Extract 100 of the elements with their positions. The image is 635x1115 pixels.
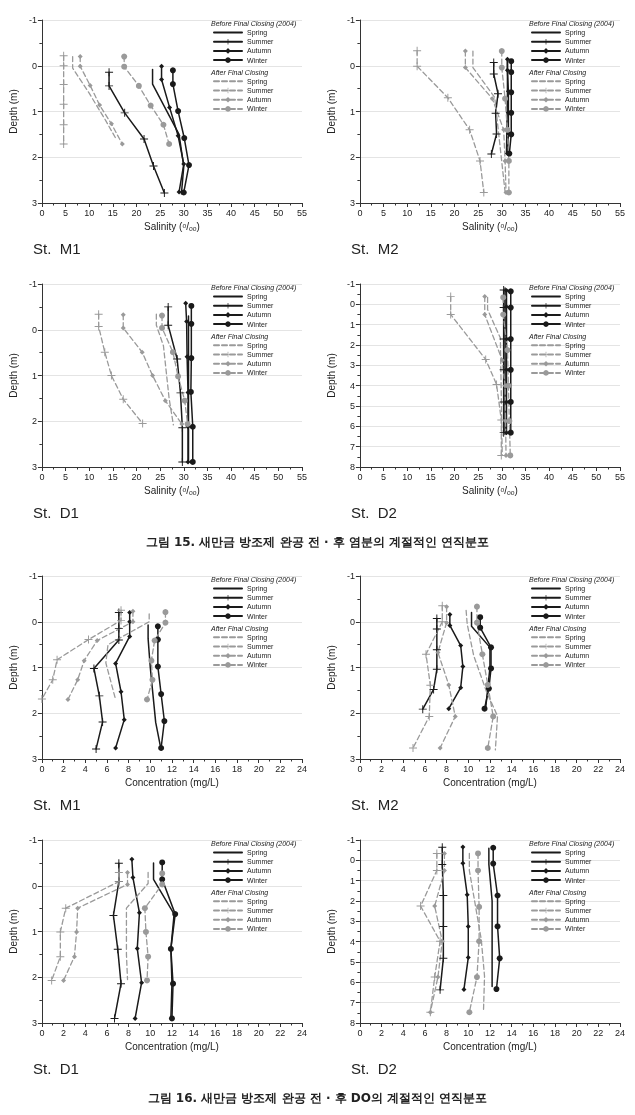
x-tick-label: 45 [567, 471, 578, 482]
x-tick-label: 18 [549, 763, 560, 774]
x-tick-label: 20 [449, 207, 460, 218]
y-axis-title: Depth (m) [325, 89, 337, 134]
y-tick-label: 6 [349, 421, 355, 432]
x-tick-label: 0 [39, 471, 45, 482]
x-tick-label: 20 [131, 207, 142, 218]
y-tick-label: 3 [31, 198, 37, 208]
y-tick-label: 3 [349, 360, 355, 371]
x-tick-label: 8 [444, 1027, 450, 1038]
x-tick-label: 45 [249, 207, 260, 218]
x-tick-label: 0 [357, 763, 363, 774]
y-tick-label: 0 [349, 616, 355, 627]
x-tick-label: 6 [104, 1027, 110, 1038]
x-tick-label: 16 [528, 1027, 539, 1038]
x-tick-label: 20 [253, 1027, 264, 1038]
x-tick-label: 45 [567, 207, 578, 218]
x-tick-label: 35 [520, 471, 531, 482]
y-tick-label: 2 [31, 708, 37, 719]
y-tick-label: -1 [346, 15, 355, 25]
x-tick-label: 8 [444, 763, 450, 774]
x-tick-label: 2 [61, 1027, 67, 1038]
x-tick-label: 50 [591, 471, 602, 482]
x-tick-label: 55 [296, 471, 308, 482]
x-tick-label: 22 [593, 1027, 604, 1038]
y-tick-label: 0 [31, 880, 37, 891]
x-tick-label: 12 [484, 1027, 495, 1038]
y-axis-title: Depth (m) [7, 645, 19, 690]
caption: 그림 15. 새만금 방조제 완공 전 · 후 염분의 계절적인 연직분포 [144, 534, 491, 551]
x-tick-label: 50 [273, 471, 284, 482]
text: St. M1 [33, 240, 81, 257]
x-tick-label: 2 [379, 763, 385, 774]
x-tick-label: 30 [496, 471, 507, 482]
x-tick-label: 5 [381, 471, 387, 482]
x-tick-label: 10 [145, 763, 156, 774]
y-tick-label: 2 [349, 896, 355, 906]
x-tick-label: 5 [63, 207, 69, 218]
x-axis-title: Salinity (ᵒ/ₒₒ) [144, 221, 200, 233]
x-axis-title: Salinity (ᵒ/ₒₒ) [462, 485, 518, 497]
x-tick-label: 16 [210, 1027, 221, 1038]
x-tick-label: 10 [463, 1027, 474, 1038]
text: St. M2 [351, 240, 399, 257]
text: St. D1 [33, 504, 79, 521]
text: St. M1 [33, 796, 81, 813]
y-tick-label: 3 [31, 462, 37, 472]
x-tick-label: 18 [231, 763, 242, 774]
x-tick-label: 25 [155, 471, 166, 482]
x-tick-label: 24 [614, 1027, 626, 1038]
x-tick-label: 10 [145, 1027, 156, 1038]
y-tick-label: -1 [346, 571, 355, 581]
x-axis-title: Concentration (mg/L) [442, 777, 537, 789]
x-tick-label: 14 [506, 763, 517, 774]
x-axis-title: Salinity (ᵒ/ₒₒ) [144, 485, 200, 497]
x-tick-label: 24 [296, 1027, 308, 1038]
y-tick-label: 0 [349, 299, 355, 310]
y-tick-label: 2 [349, 708, 355, 719]
x-tick-label: 55 [614, 207, 626, 218]
x-tick-label: 16 [210, 763, 221, 774]
x-tick-label: 15 [425, 471, 436, 482]
y-tick-label: 3 [349, 916, 355, 927]
x-tick-label: 4 [400, 1027, 406, 1038]
x-tick-label: 18 [549, 1027, 560, 1038]
x-tick-label: 50 [591, 207, 602, 218]
x-tick-label: 50 [273, 207, 284, 218]
x-tick-label: 30 [178, 471, 189, 482]
text: St. D1 [33, 1060, 79, 1077]
x-tick-label: 20 [449, 471, 460, 482]
y-axis-title: Depth (m) [7, 909, 19, 954]
x-tick-label: 6 [422, 763, 428, 774]
x-tick-label: 6 [104, 763, 110, 774]
x-tick-label: 8 [126, 1027, 132, 1038]
x-tick-label: 22 [275, 1027, 286, 1038]
x-tick-label: 10 [84, 207, 95, 218]
x-tick-label: 14 [188, 1027, 199, 1038]
x-tick-label: 12 [166, 1027, 177, 1038]
y-tick-label: 1 [31, 106, 37, 117]
x-tick-label: 35 [202, 471, 213, 482]
x-tick-label: 25 [155, 207, 166, 218]
x-tick-label: 0 [39, 763, 45, 774]
x-tick-label: 15 [107, 207, 118, 218]
x-tick-label: 18 [231, 1027, 242, 1038]
y-tick-label: 1 [31, 926, 37, 937]
y-tick-label: 2 [31, 416, 37, 427]
x-tick-label: 22 [593, 763, 604, 774]
x-tick-label: 14 [188, 763, 199, 774]
y-tick-label: 1 [349, 106, 355, 117]
x-tick-label: 20 [253, 763, 264, 774]
x-tick-label: 24 [614, 763, 626, 774]
y-tick-label: 1 [349, 875, 355, 886]
x-tick-label: 35 [520, 207, 531, 218]
x-tick-label: 22 [275, 763, 286, 774]
x-tick-label: 0 [357, 1027, 363, 1038]
y-tick-label: 2 [349, 340, 355, 350]
x-axis-title: Concentration (mg/L) [124, 777, 219, 789]
x-tick-label: 20 [571, 1027, 582, 1038]
x-tick-label: 16 [528, 763, 539, 774]
y-tick-label: 0 [31, 60, 37, 71]
x-tick-label: 24 [296, 763, 308, 774]
x-tick-label: 0 [357, 471, 363, 482]
y-tick-label: -1 [28, 835, 37, 845]
